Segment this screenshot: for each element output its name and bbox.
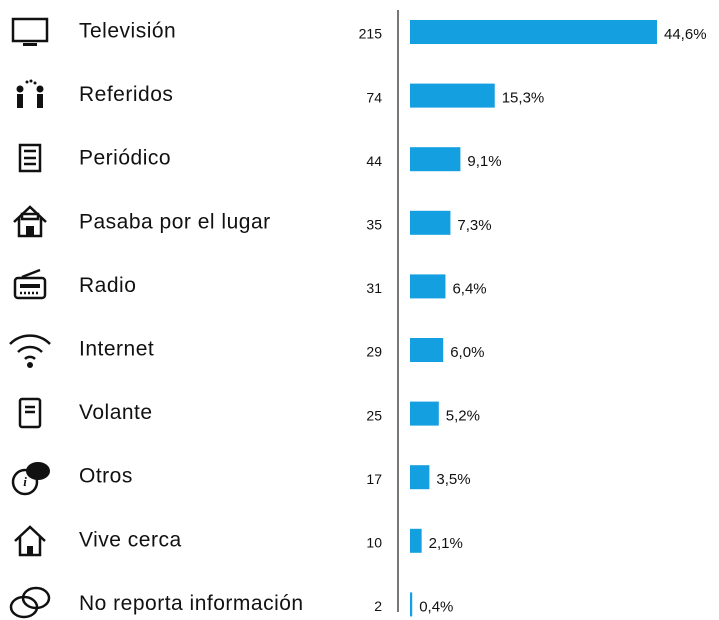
- category-label: Referidos: [79, 83, 173, 106]
- category-label: Radio: [79, 274, 136, 297]
- bar: [410, 274, 446, 299]
- count-label: 74: [366, 89, 382, 105]
- bar: [410, 401, 439, 426]
- value-label: 3,5%: [436, 471, 470, 488]
- category-label: No reporta información: [79, 592, 304, 615]
- bar: [410, 83, 495, 108]
- bar: [410, 338, 444, 362]
- count-label: 2: [374, 598, 382, 614]
- bar: [410, 147, 461, 172]
- value-label: 0,4%: [419, 598, 453, 615]
- bar: [410, 465, 430, 490]
- category-label: Otros: [79, 465, 133, 488]
- bar: [410, 210, 451, 235]
- count-label: 44: [366, 153, 382, 169]
- count-label: 10: [366, 535, 382, 551]
- count-label: 35: [366, 217, 382, 233]
- count-label: 17: [366, 471, 382, 487]
- category-label: Televisión: [79, 20, 176, 43]
- svg-text:i: i: [23, 474, 27, 489]
- count-label: 29: [366, 344, 382, 360]
- count-label: 31: [366, 280, 382, 296]
- value-label: 44,6%: [664, 26, 707, 43]
- value-label: 15,3%: [502, 90, 545, 107]
- category-label: Volante: [79, 401, 153, 424]
- category-label: Pasaba por el lugar: [79, 210, 271, 233]
- value-label: 6,0%: [450, 344, 484, 361]
- bar: [410, 592, 413, 617]
- value-label: 9,1%: [467, 153, 501, 170]
- bar: [410, 528, 422, 553]
- value-label: 2,1%: [429, 535, 463, 552]
- bar: [410, 20, 657, 44]
- category-label: Internet: [79, 338, 154, 361]
- count-label: 25: [366, 407, 382, 423]
- value-label: 5,2%: [446, 408, 480, 425]
- value-label: 6,4%: [452, 280, 486, 297]
- count-label: 215: [359, 26, 383, 42]
- category-label: Periódico: [79, 147, 171, 170]
- category-label: Vive cerca: [79, 528, 182, 551]
- value-label: 7,3%: [457, 217, 491, 234]
- icons: i: [9, 17, 51, 619]
